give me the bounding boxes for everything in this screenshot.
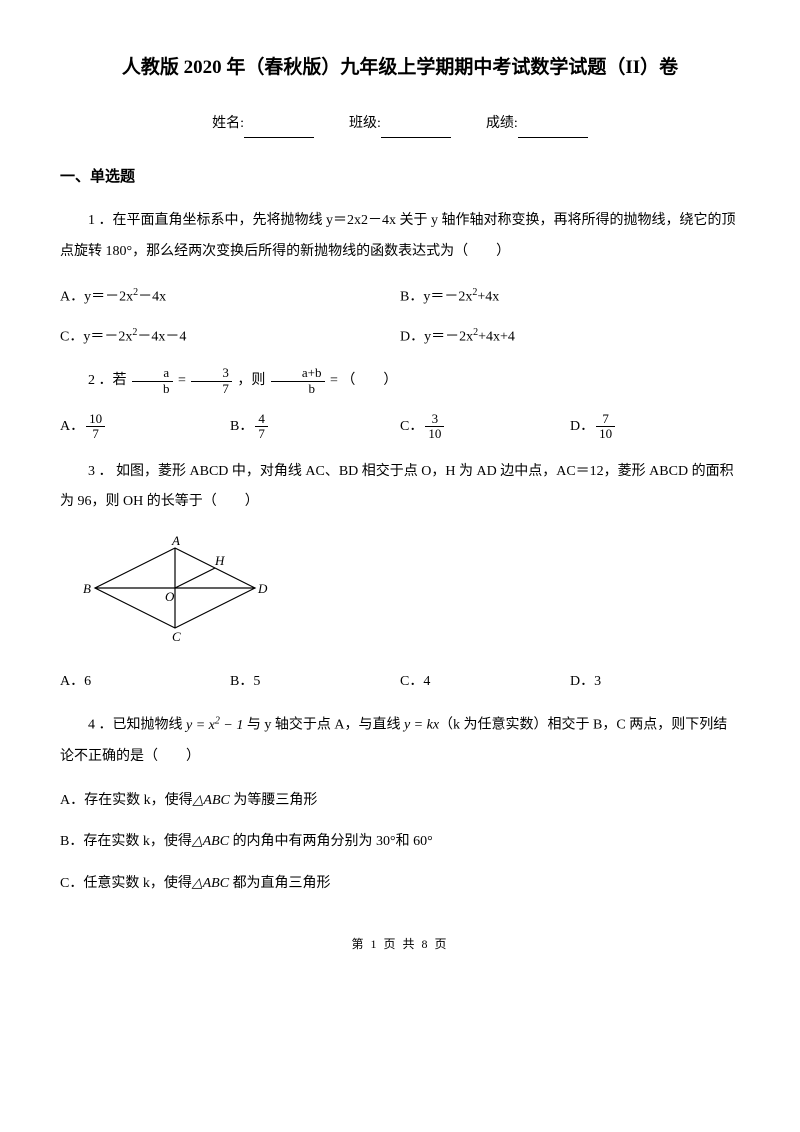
question-4: 4 ．已知抛物线 y = x2 − 1 与 y 轴交于点 A，与直线 y = k… [60,710,740,772]
label-H: H [214,553,225,568]
question-2: 2 ．若 ab = 37 ，则 a+bb = （ ） [60,366,740,397]
q2-mid: ，则 [237,373,265,388]
q4-option-b: B．存在实数 k，使得△ABC 的内角中有两角分别为 30°和 60° [60,829,740,856]
q4-option-a: A．存在实数 k，使得△ABC 为等腰三角形 [60,788,740,815]
name-label: 姓名: [212,116,244,131]
name-blank[interactable] [244,123,314,138]
label-D: D [257,581,268,596]
q2-option-c: C．310 [400,412,570,442]
q1-option-c: C．y＝－2x2－4x－4 [60,323,400,351]
q3-option-d: D．3 [570,669,740,696]
rhombus-figure: A B C D O H [80,533,270,643]
q2-option-a: A．107 [60,412,230,442]
q2-pre: 2 ．若 [88,373,127,388]
label-C: C [172,629,181,643]
q1-option-b: B．y＝－2x2+4x [400,283,740,311]
question-3: 3 ． 如图，菱形 ABCD 中，对角线 AC、BD 相交于点 O，H 为 AD… [60,457,740,519]
q2-frac1: ab [132,366,173,396]
class-label: 班级: [349,116,381,131]
q4-eq2: y = kx [404,718,439,733]
label-A: A [171,533,180,548]
info-line: 姓名: 班级: 成绩: [60,111,740,138]
section-1-heading: 一、单选题 [60,163,740,192]
q2-option-b: B．47 [230,412,400,442]
q2-post: （ ） [341,373,397,388]
q3-options: A．6 B．5 C．4 D．3 [60,669,740,696]
label-O: O [165,589,175,604]
q2-option-d: D．710 [570,412,740,442]
question-1: 1 ．在平面直角坐标系中，先将抛物线 y＝2x2－4x 关于 y 轴作轴对称变换… [60,206,740,268]
score-blank[interactable] [518,123,588,138]
q1-options-row1: A．y＝－2x2－4x B．y＝－2x2+4x [60,283,740,311]
q2-frac2: 37 [191,366,232,396]
q3-option-a: A．6 [60,669,230,696]
exam-title: 人教版 2020 年（春秋版）九年级上学期期中考试数学试题（II）卷 [60,50,740,86]
score-label: 成绩: [486,116,518,131]
q4-eq1: y = x2 − 1 [186,718,243,733]
label-B: B [83,581,91,596]
page-footer: 第 1 页 共 8 页 [60,933,740,956]
q1-option-d: D．y＝－2x2+4x+4 [400,323,740,351]
q2-frac3: a+bb [271,366,325,396]
q3-option-b: B．5 [230,669,400,696]
q1-option-a: A．y＝－2x2－4x [60,283,400,311]
q2-options: A．107 B．47 C．310 D．710 [60,412,740,442]
class-blank[interactable] [381,123,451,138]
q3-option-c: C．4 [400,669,570,696]
q1-options-row2: C．y＝－2x2－4x－4 D．y＝－2x2+4x+4 [60,323,740,351]
q4-option-c: C．任意实数 k，使得△ABC 都为直角三角形 [60,871,740,898]
q3-diagram: A B C D O H [80,533,740,654]
